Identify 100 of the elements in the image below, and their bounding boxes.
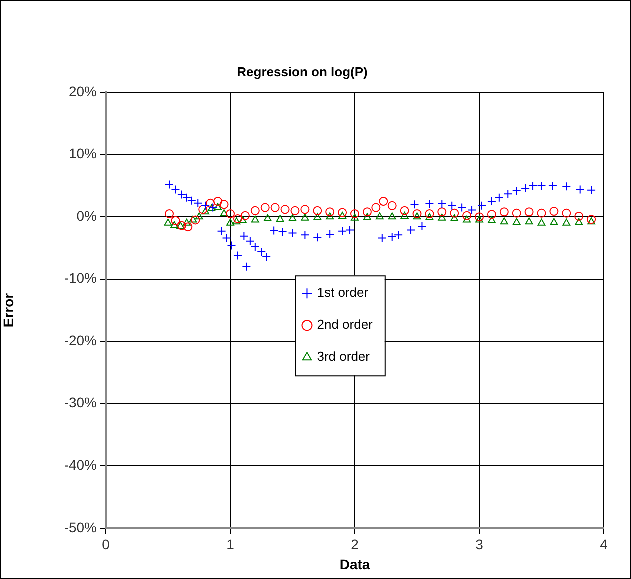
point [448, 201, 457, 210]
point [525, 218, 534, 225]
point [232, 218, 241, 225]
point [378, 234, 387, 243]
point [458, 203, 467, 212]
point [388, 232, 397, 242]
point [171, 216, 180, 226]
point [214, 203, 222, 210]
point [301, 214, 310, 221]
point [588, 218, 596, 225]
point [394, 230, 404, 240]
point [195, 212, 204, 220]
point [326, 208, 335, 217]
x-tick-label: 3 [476, 536, 484, 553]
legend-label: 2nd order [317, 317, 374, 332]
point [425, 210, 434, 218]
point [270, 226, 279, 236]
point [524, 208, 534, 217]
point [562, 218, 571, 226]
legend-label: 1st order [317, 285, 370, 300]
point [413, 212, 422, 220]
point [388, 212, 396, 220]
y-tick-label: 0% [76, 208, 97, 224]
point [521, 184, 530, 193]
point [202, 208, 210, 215]
point [463, 216, 472, 223]
point [191, 216, 200, 225]
point [288, 214, 297, 222]
y-axis-title: Error [0, 292, 16, 328]
point [338, 226, 348, 236]
point [587, 186, 596, 195]
point [400, 206, 410, 216]
point [350, 210, 360, 218]
point [260, 203, 270, 212]
point [313, 233, 322, 242]
point [288, 228, 298, 238]
point [201, 201, 210, 210]
point [438, 200, 447, 209]
point [512, 208, 522, 218]
point [326, 230, 335, 240]
point [562, 208, 572, 218]
point [290, 206, 300, 216]
point [242, 262, 252, 272]
point [182, 218, 191, 226]
point [240, 211, 250, 220]
point [425, 200, 434, 209]
point [189, 216, 198, 223]
point [438, 208, 447, 217]
chart-title: Regression on log(P) [237, 64, 368, 80]
point [222, 234, 232, 243]
point [338, 208, 348, 218]
point [280, 205, 290, 214]
point [233, 214, 242, 224]
point [487, 197, 496, 206]
point [227, 241, 236, 250]
point [238, 216, 247, 224]
point [528, 181, 538, 190]
point [538, 218, 546, 226]
point [500, 218, 508, 225]
point [500, 208, 509, 217]
point [233, 251, 242, 260]
point [418, 222, 427, 231]
point [576, 185, 585, 194]
point [512, 186, 522, 196]
point [270, 203, 280, 212]
x-tick-label: 4 [600, 536, 608, 553]
point [475, 212, 484, 222]
y-tick-label: -10% [64, 270, 97, 286]
point [276, 215, 284, 222]
point [477, 201, 486, 210]
point [537, 181, 546, 190]
point [372, 203, 381, 212]
point [537, 208, 546, 218]
point [313, 206, 322, 216]
point [450, 214, 459, 222]
x-axis-title: Data [340, 556, 370, 572]
point [250, 206, 260, 216]
point [438, 214, 446, 221]
point [376, 212, 384, 220]
point [300, 205, 310, 214]
point [264, 214, 272, 222]
point [410, 200, 420, 210]
point [220, 200, 229, 210]
point [412, 210, 422, 218]
point [574, 212, 584, 221]
point [220, 210, 228, 216]
point [550, 207, 559, 216]
y-tick-label: -20% [64, 332, 97, 348]
y-tick-label: 20% [68, 83, 97, 100]
point [198, 205, 208, 214]
y-tick-label: 10% [68, 146, 97, 162]
point [170, 221, 178, 228]
point [338, 212, 347, 219]
point [379, 197, 388, 206]
point [388, 201, 397, 210]
point [488, 216, 496, 224]
point [476, 216, 484, 223]
point [217, 226, 226, 236]
y-tick-label: -30% [64, 394, 97, 411]
x-tick-label: 0 [102, 536, 110, 553]
